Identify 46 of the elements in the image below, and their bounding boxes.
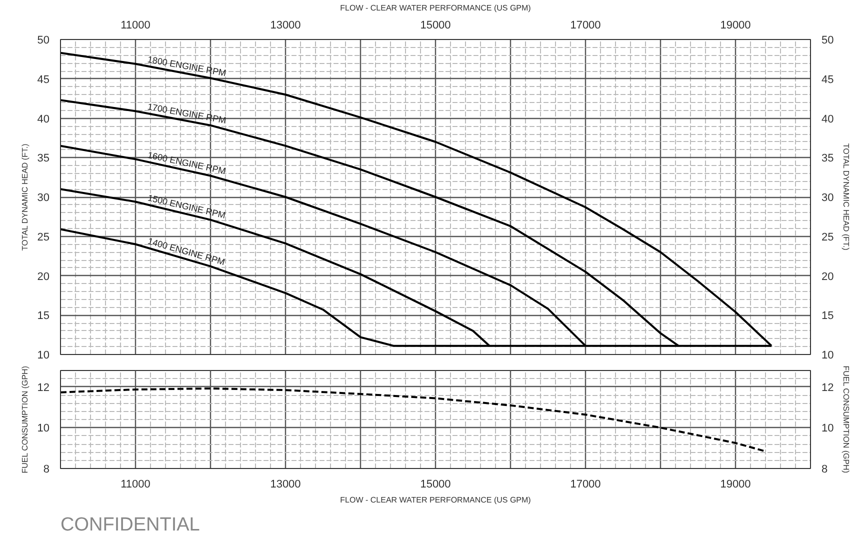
y2-tick-label: 35 bbox=[822, 152, 834, 165]
y2-axis-title: TOTAL DYNAMIC HEAD (FT.) bbox=[842, 143, 851, 251]
y2-tick-label: 15 bbox=[822, 310, 834, 322]
y-tick-label: 25 bbox=[37, 231, 50, 244]
y-tick-label: 12 bbox=[37, 382, 50, 394]
text: CONFIDENTIAL bbox=[60, 514, 200, 536]
text: 1700 ENGINE RPM bbox=[146, 101, 227, 126]
y2-axis-title: FUEL CONSUMPTION (GPH) bbox=[842, 366, 851, 474]
y-tick-label: 45 bbox=[37, 74, 50, 86]
x-tick-label: 17000 bbox=[570, 478, 601, 490]
x2-tick-label: 13000 bbox=[270, 20, 301, 32]
y2-tick-label: 10 bbox=[822, 422, 834, 435]
y-axis-title: FUEL CONSUMPTION (GPH) bbox=[20, 366, 30, 474]
y2-tick-label: 50 bbox=[822, 34, 834, 46]
y-tick-label: 30 bbox=[37, 192, 50, 204]
y2-tick-label: 25 bbox=[822, 231, 834, 244]
text: 1400 ENGINE RPM bbox=[146, 236, 226, 268]
y2-tick-label: 12 bbox=[822, 382, 834, 394]
x-axis-title: FLOW - CLEAR WATER PERFORMANCE (US GPM) bbox=[340, 496, 532, 504]
text: 1800 ENGINE RPM bbox=[146, 54, 227, 78]
y2-tick-label: 20 bbox=[822, 270, 834, 283]
y-tick-label: 20 bbox=[37, 270, 50, 283]
y-tick-label: 40 bbox=[37, 113, 50, 126]
y-tick-label: 10 bbox=[37, 350, 50, 362]
y-axis-title: TOTAL DYNAMIC HEAD (FT.) bbox=[20, 143, 30, 251]
x-tick-label: 11000 bbox=[120, 478, 150, 490]
y2-tick-label: 45 bbox=[822, 74, 834, 86]
x-tick-label: 13000 bbox=[270, 478, 301, 490]
y-tick-label: 15 bbox=[37, 310, 50, 322]
y2-tick-label: 40 bbox=[822, 113, 834, 126]
text: 1500 ENGINE RPM bbox=[146, 192, 226, 220]
x2-tick-label: 15000 bbox=[420, 20, 451, 32]
x2-axis-title: FLOW - CLEAR WATER PERFORMANCE (US GPM) bbox=[340, 4, 532, 12]
y-tick-label: 8 bbox=[43, 464, 50, 476]
x-tick-label: 19000 bbox=[720, 478, 751, 490]
y2-tick-label: 10 bbox=[822, 350, 834, 362]
y-tick-label: 35 bbox=[37, 152, 50, 165]
text: 1600 ENGINE RPM bbox=[146, 150, 227, 176]
y2-tick-label: 8 bbox=[822, 464, 828, 476]
y-tick-label: 10 bbox=[37, 422, 50, 435]
x2-tick-label: 17000 bbox=[570, 20, 601, 32]
y-tick-label: 50 bbox=[37, 34, 50, 46]
x2-tick-label: 19000 bbox=[720, 20, 751, 32]
x-tick-label: 15000 bbox=[420, 478, 451, 490]
y2-tick-label: 30 bbox=[822, 192, 834, 204]
x2-tick-label: 11000 bbox=[120, 20, 150, 32]
